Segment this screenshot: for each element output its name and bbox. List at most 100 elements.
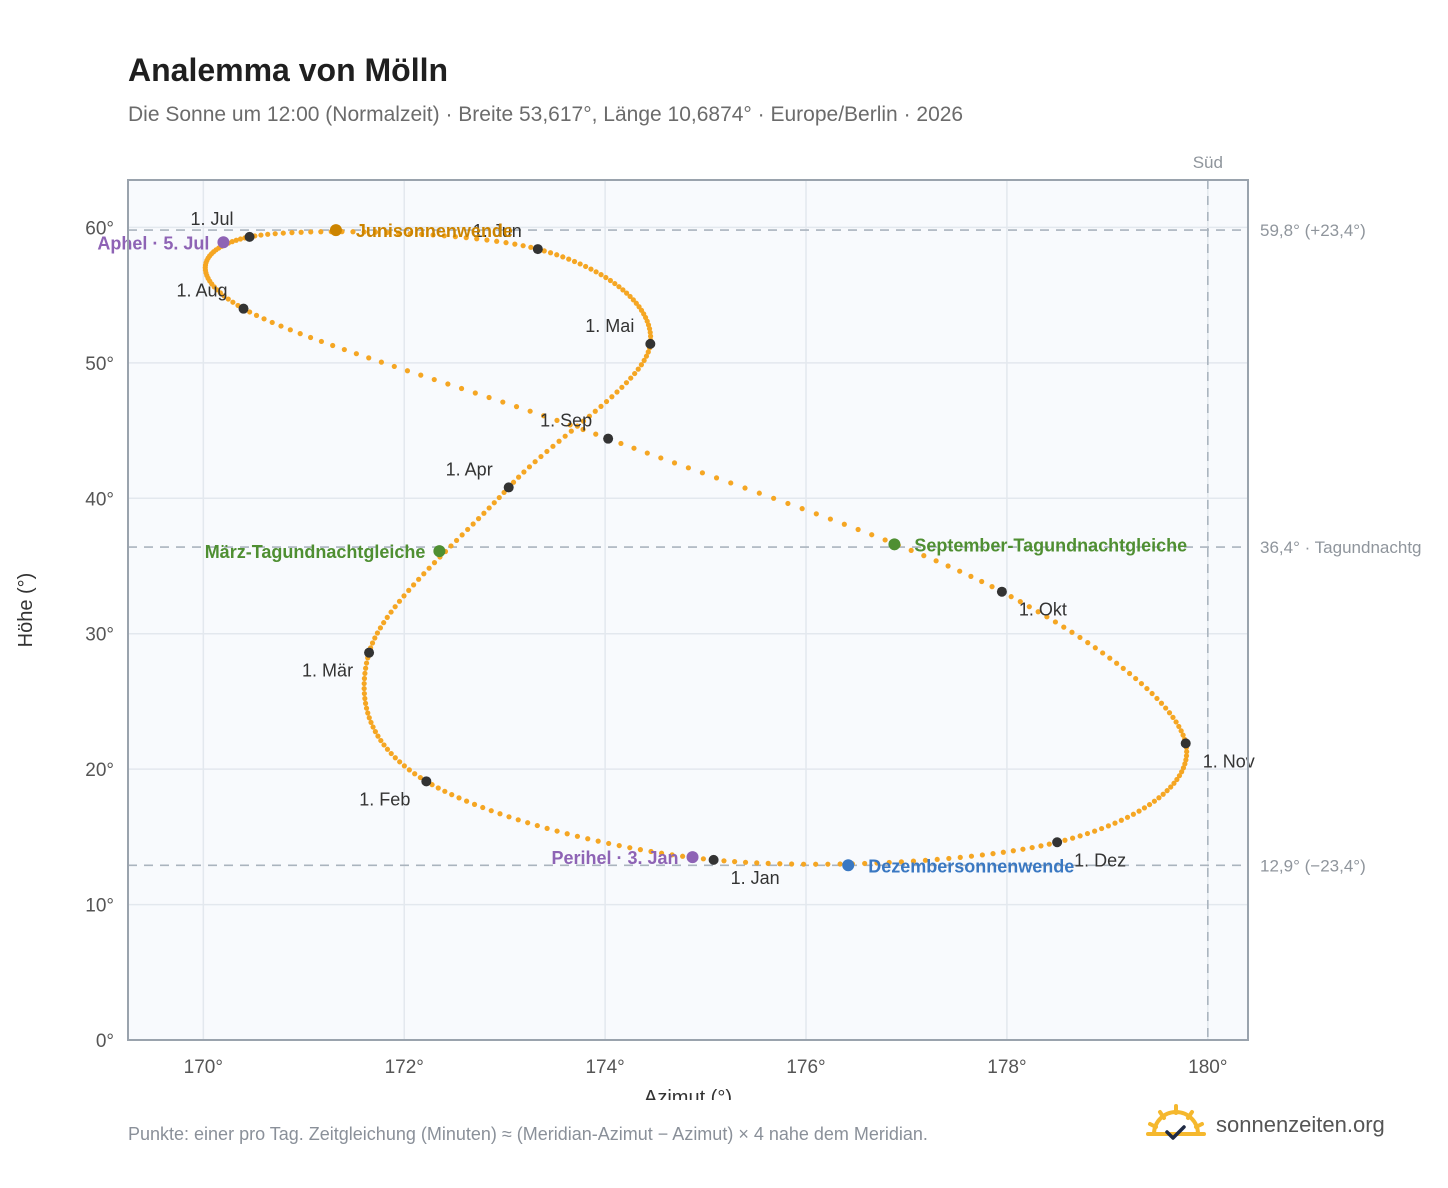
daily-point (593, 431, 599, 437)
daily-point (800, 861, 807, 867)
daily-point (1170, 714, 1176, 720)
daily-point (631, 445, 637, 451)
daily-point (562, 433, 568, 439)
daily-point (721, 858, 727, 864)
daily-point (406, 587, 412, 593)
daily-point (1112, 820, 1118, 826)
daily-point (448, 543, 454, 549)
daily-point (452, 234, 458, 240)
daily-point (541, 413, 547, 419)
daily-point (377, 625, 384, 631)
daily-point (1149, 690, 1155, 697)
reference-lines: 59,8° (+23,4°) 36,4° · Tagundnachtg 12,9° … (128, 153, 1422, 1040)
x-tick-label: 170° (184, 1057, 223, 1078)
daily-point (799, 506, 805, 512)
daily-point (898, 859, 904, 865)
daily-point (1069, 629, 1075, 635)
daily-point (365, 710, 371, 716)
daily-point (1020, 846, 1026, 852)
daily-point (453, 537, 460, 544)
daily-point (401, 593, 407, 599)
daily-point (318, 229, 324, 235)
daily-point (378, 359, 384, 365)
y-axis-title: Höhe (°) (15, 573, 37, 648)
daily-point (619, 384, 625, 390)
daily-point (1133, 675, 1139, 682)
daily-point (921, 553, 927, 559)
daily-point (287, 327, 293, 333)
daily-point (458, 385, 465, 392)
daily-point (699, 470, 706, 476)
daily-point (841, 521, 847, 527)
daily-point (648, 848, 654, 855)
daily-point (1061, 624, 1067, 630)
daily-point (658, 455, 664, 461)
daily-point (237, 236, 244, 242)
event-label: Dezembersonnenwende (868, 856, 1074, 876)
daily-point (372, 229, 379, 235)
daily-point (497, 811, 503, 817)
daily-point (512, 241, 518, 247)
daily-point (946, 855, 952, 862)
y-tick-label: 60° (85, 218, 114, 239)
daily-point (577, 261, 583, 267)
daily-point (968, 853, 975, 859)
event-label: September-Tagundnachtgleiche (914, 535, 1187, 555)
daily-point (225, 296, 231, 302)
brand-name: sonnenzeiten.org (1216, 1112, 1385, 1137)
daily-point (532, 459, 538, 465)
daily-point (1118, 817, 1124, 823)
event-marker (842, 859, 855, 872)
daily-point (637, 847, 643, 853)
daily-point (464, 798, 470, 804)
daily-point (214, 287, 220, 293)
daily-point (330, 342, 336, 349)
daily-point (566, 256, 572, 262)
daily-point (827, 516, 833, 522)
daily-point (431, 560, 438, 566)
daily-point (627, 845, 633, 851)
daily-point (592, 408, 598, 414)
daily-point (633, 300, 639, 306)
daily-point (620, 287, 626, 293)
daily-point (1180, 765, 1187, 771)
daily-point (813, 511, 819, 517)
daily-point (1092, 645, 1098, 651)
plot-frame (127, 179, 1249, 1041)
x-tick-label: 174° (585, 1057, 624, 1078)
daily-point (1084, 830, 1091, 837)
daily-point (396, 598, 403, 604)
daily-point (560, 254, 566, 260)
daily-point (431, 376, 437, 383)
brand[interactable]: sonnenzeiten.org (1146, 1104, 1406, 1148)
daily-point (742, 485, 748, 491)
daily-point (1151, 798, 1157, 804)
daily-point (494, 238, 500, 244)
daily-point (628, 375, 634, 381)
daily-point (1183, 753, 1190, 759)
daily-point (506, 814, 512, 820)
daily-point (362, 700, 369, 706)
analemma-chart: 59,8° (+23,4°) 36,4° · Tagundnachtg 12,9° … (15, 153, 1422, 1100)
daily-point (603, 274, 609, 281)
reference-line-label: 59,8° (+23,4°) (1260, 221, 1366, 240)
daily-point (728, 480, 734, 486)
daily-point (253, 312, 260, 318)
daily-point (463, 235, 469, 241)
daily-point (588, 266, 594, 272)
month-label: 1. Nov (1203, 751, 1255, 771)
daily-point (1017, 599, 1023, 605)
daily-point (1070, 835, 1076, 841)
daily-point (265, 231, 271, 237)
y-axis-ticks: 0° 10° 20° 30° 40° 50° 60° (85, 218, 114, 1052)
daily-point (417, 774, 423, 781)
month-label: 1. Apr (446, 459, 493, 479)
daily-point (713, 475, 720, 481)
daily-point (616, 842, 622, 849)
daily-point (598, 403, 604, 409)
daily-point (1085, 640, 1091, 646)
x-tick-label: 176° (786, 1057, 825, 1078)
daily-point (392, 604, 398, 610)
daily-point (406, 767, 412, 773)
daily-point (1107, 655, 1113, 661)
